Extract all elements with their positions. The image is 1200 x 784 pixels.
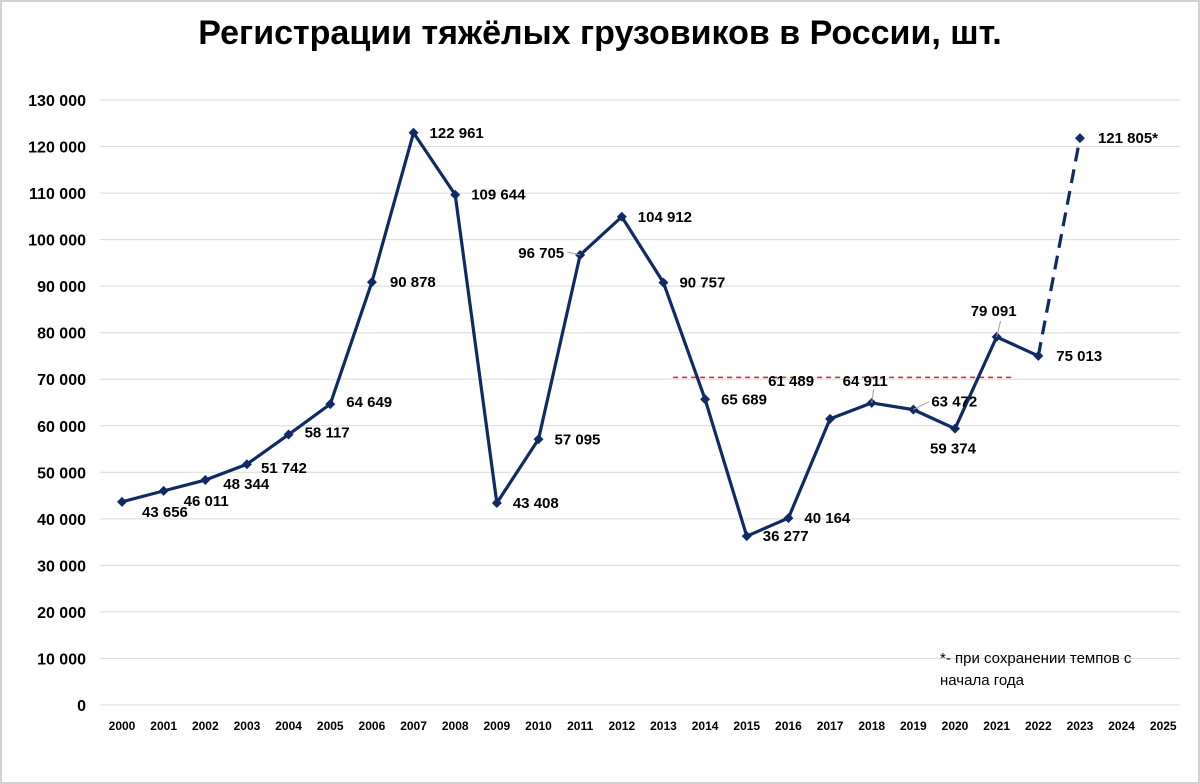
- data-point: [158, 485, 169, 496]
- y-tick-label: 50 000: [37, 465, 86, 482]
- y-tick-label: 130 000: [28, 93, 86, 110]
- y-tick-label: 120 000: [28, 140, 86, 157]
- data-point: [1033, 350, 1044, 361]
- label-leader-line: [567, 251, 581, 256]
- data-point: [283, 429, 294, 440]
- x-tick-label: 2014: [692, 719, 719, 733]
- x-tick-label: 2020: [942, 719, 969, 733]
- x-tick-label: 2002: [192, 719, 219, 733]
- data-point: [366, 277, 377, 288]
- label-leader-line: [913, 401, 930, 411]
- data-label: 61 489: [768, 373, 814, 390]
- data-label: 90 878: [390, 274, 436, 291]
- data-point: [117, 496, 127, 507]
- data-label: 122 961: [430, 125, 484, 142]
- x-tick-label: 2008: [442, 719, 469, 733]
- y-axis-ticks: 0 10 000 20 000 30 000 40 000 50 000 60 000 70 …: [28, 93, 86, 715]
- data-label: 90 757: [679, 275, 725, 292]
- series-line-forecast: [1036, 137, 1082, 357]
- grid-lines: [100, 99, 1180, 706]
- data-label: 43 408: [513, 495, 559, 512]
- data-point: [325, 399, 336, 410]
- data-label: 65 689: [721, 391, 767, 408]
- data-point: [450, 189, 461, 200]
- y-tick-label: 30 000: [37, 558, 86, 575]
- data-point: [783, 513, 794, 524]
- x-tick-label: 2000: [109, 719, 136, 733]
- data-label: 75 013: [1056, 348, 1102, 365]
- y-tick-label: 60 000: [37, 419, 86, 436]
- data-point: [658, 277, 669, 288]
- data-point: [950, 423, 960, 434]
- x-tick-label: 2001: [150, 719, 177, 733]
- y-tick-label: 70 000: [37, 372, 86, 389]
- data-label: 79 091: [971, 303, 1017, 320]
- data-label: 96 705: [518, 245, 564, 262]
- data-label: 57 095: [555, 431, 601, 448]
- forecast-note: *- при сохранении темпов с начала года: [940, 650, 1132, 689]
- x-tick-label: 2009: [483, 719, 510, 733]
- data-point: [825, 413, 836, 424]
- x-tick-label: 2003: [234, 719, 261, 733]
- data-label: 58 117: [305, 425, 350, 442]
- data-label: 43 656: [142, 504, 188, 521]
- x-tick-label: 2015: [733, 719, 760, 733]
- x-tick-label: 2013: [650, 719, 677, 733]
- data-point: [700, 394, 711, 405]
- x-tick-label: 2004: [275, 719, 302, 733]
- x-tick-label: 2011: [567, 719, 593, 733]
- x-tick-label: 2018: [858, 719, 885, 733]
- data-label: 36 277: [763, 528, 809, 545]
- data-point: [533, 434, 544, 445]
- y-tick-label: 0: [77, 698, 86, 715]
- x-tick-label: 2007: [400, 719, 427, 733]
- data-label: 59 374: [930, 441, 977, 458]
- x-tick-label: 2021: [983, 719, 1010, 733]
- x-tick-label: 2024: [1108, 719, 1135, 733]
- y-tick-label: 10 000: [37, 651, 86, 668]
- chart-title: Регистрации тяжёлых грузовиков в России,…: [198, 14, 1002, 52]
- y-tick-label: 110 000: [29, 186, 86, 203]
- data-point: [1074, 133, 1085, 144]
- data-label: 121 805*: [1098, 130, 1158, 147]
- data-point: [491, 497, 502, 508]
- data-label: 46 011: [184, 493, 229, 510]
- x-tick-label: 2019: [900, 719, 927, 733]
- data-label: 64 911: [843, 373, 888, 390]
- data-label: 63 472: [931, 394, 977, 411]
- data-point: [200, 475, 211, 486]
- data-label: 64 649: [346, 394, 392, 411]
- x-tick-label: 2005: [317, 719, 344, 733]
- x-tick-label: 2022: [1025, 719, 1052, 733]
- y-tick-label: 40 000: [37, 512, 86, 529]
- x-tick-label: 2012: [608, 719, 635, 733]
- x-tick-label: 2023: [1067, 719, 1094, 733]
- data-label: 104 912: [638, 209, 692, 226]
- label-leader-line: [871, 388, 875, 403]
- data-label: 51 742: [261, 460, 307, 477]
- data-point: [616, 211, 627, 222]
- x-tick-label: 2025: [1150, 719, 1177, 733]
- data-label: 48 344: [223, 476, 270, 493]
- data-label: 109 644: [471, 187, 526, 204]
- x-tick-label: 2010: [525, 719, 552, 733]
- data-label: 40 164: [804, 510, 851, 527]
- x-tick-label: 2017: [817, 719, 844, 733]
- y-tick-label: 100 000: [28, 233, 86, 250]
- data-point: [408, 127, 419, 138]
- y-tick-label: 90 000: [37, 279, 86, 296]
- x-tick-label: 2006: [359, 719, 386, 733]
- y-tick-label: 20 000: [37, 605, 86, 622]
- x-axis-ticks: 2000 2001 2002 2003 2004 2005 2006 2007 2008 2009…: [109, 719, 1177, 733]
- y-tick-label: 80 000: [37, 326, 86, 343]
- x-tick-label: 2016: [775, 719, 802, 733]
- label-leader-line: [996, 320, 1002, 338]
- data-point: [241, 459, 252, 470]
- data-point: [741, 531, 752, 542]
